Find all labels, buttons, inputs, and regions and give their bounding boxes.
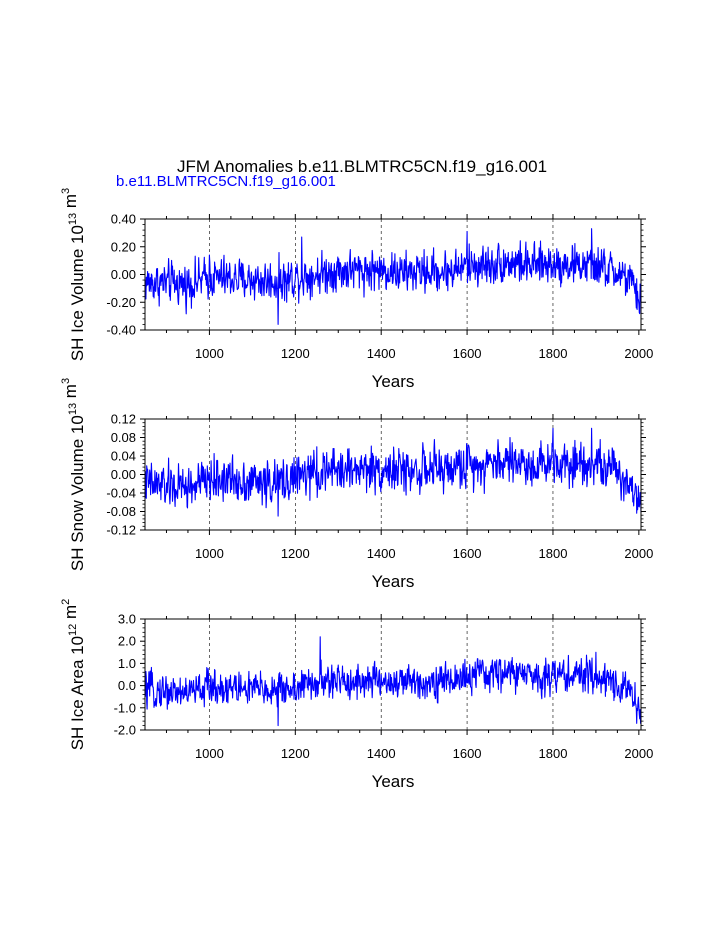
x-tick-label: 1400 — [367, 346, 396, 361]
y-axis-title-ylabel-main: SH Snow Volume 10 — [68, 415, 87, 571]
series-line — [144, 427, 642, 517]
panel-ice-volume: 1000 1200 1400 1600 1800 2000 0.40 0.20 0.00 -0.2… — [60, 188, 653, 391]
y-axis-title-ylabel-unit-exp: 2 — [60, 599, 72, 605]
y-tick-label: 0.0 — [118, 678, 136, 693]
y-axis-title: SH Snow Volume 1013 m3 — [60, 378, 87, 571]
y-tick-label: 0.04 — [111, 449, 136, 464]
x-tick-label: 1600 — [453, 346, 482, 361]
y-tick-label: 0.08 — [111, 430, 136, 445]
x-axis-title: Years — [372, 572, 415, 591]
panel-snow-volume: 1000 1200 1400 1600 1800 2000 0.12 0.08 0.04 0.00… — [60, 378, 653, 591]
x-tick-label: 1000 — [195, 346, 224, 361]
y-tick-label: -0.04 — [106, 486, 136, 501]
x-tick-label: 1200 — [281, 346, 310, 361]
y-axis-title-ylabel-main: SH Ice Volume 10 — [68, 225, 87, 361]
y-tick-label: -0.20 — [106, 295, 136, 310]
y-axis-title-ylabel-unit: m — [61, 605, 80, 624]
series-legend-label: b.e11.BLMTRC5CN.f19_g16.001 — [116, 173, 336, 190]
y-axis-title-ylabel-unit-exp: 3 — [60, 188, 72, 194]
x-tick-label: 1800 — [539, 346, 568, 361]
y-tick-label: 2.0 — [118, 634, 136, 649]
y-tick-label: 0.12 — [111, 412, 136, 427]
y-axis-title: SH Ice Area 1012 m2 — [60, 599, 87, 751]
x-tick-label: 1200 — [281, 546, 310, 561]
x-tick-label: 1800 — [539, 546, 568, 561]
y-axis-title-ylabel-unit: m — [61, 384, 80, 403]
x-tick-label: 1600 — [453, 746, 482, 761]
y-tick-label: -0.40 — [106, 323, 136, 338]
x-tick-label: 1000 — [195, 546, 224, 561]
y-tick-label: 0.20 — [111, 239, 136, 254]
x-tick-label: 1800 — [539, 746, 568, 761]
y-tick-label: -0.12 — [106, 523, 136, 538]
y-axis-title-ylabel-unit: m — [61, 194, 80, 213]
y-tick-label: 1.0 — [118, 656, 136, 671]
x-tick-label: 1200 — [281, 746, 310, 761]
chart-title: JFM Anomalies b.e11.BLMTRC5CN.f19_g16.00… — [177, 157, 547, 176]
x-tick-label: 1600 — [453, 546, 482, 561]
y-tick-label: 0.00 — [111, 467, 136, 482]
y-tick-label: -2.0 — [114, 723, 136, 738]
x-tick-label: 2000 — [624, 546, 653, 561]
y-tick-label: 0.00 — [111, 267, 136, 282]
y-tick-label: 3.0 — [118, 612, 136, 627]
panel-ice-area: 1000 1200 1400 1600 1800 2000 3.0 2.0 1.0 0.0 -1.0… — [60, 599, 653, 791]
y-axis-title-ylabel-unit-exp: 3 — [60, 378, 72, 384]
x-tick-label: 1400 — [367, 546, 396, 561]
y-axis-title-ylabel-exp: 12 — [67, 624, 79, 636]
x-axis-title: Years — [372, 772, 415, 791]
y-axis-title-ylabel-exp: 13 — [67, 213, 79, 225]
x-tick-label: 1400 — [367, 746, 396, 761]
y-tick-label: -0.08 — [106, 504, 136, 519]
panels: 1000 1200 1400 1600 1800 2000 0.40 0.20 0.00 -0.2… — [60, 188, 653, 791]
plot-frame — [144, 618, 642, 731]
series-line — [144, 228, 642, 325]
y-tick-label: 0.40 — [111, 212, 136, 227]
x-tick-label: 2000 — [624, 346, 653, 361]
x-tick-label: 1000 — [195, 746, 224, 761]
x-tick-label: 2000 — [624, 746, 653, 761]
y-axis-title: SH Ice Volume 1013 m3 — [60, 188, 87, 361]
y-axis-title-ylabel-main: SH Ice Area 10 — [68, 636, 87, 750]
x-axis-title: Years — [372, 372, 415, 391]
series-line — [144, 636, 642, 727]
y-axis-title-ylabel-exp: 13 — [67, 403, 79, 415]
y-tick-label: -1.0 — [114, 700, 136, 715]
